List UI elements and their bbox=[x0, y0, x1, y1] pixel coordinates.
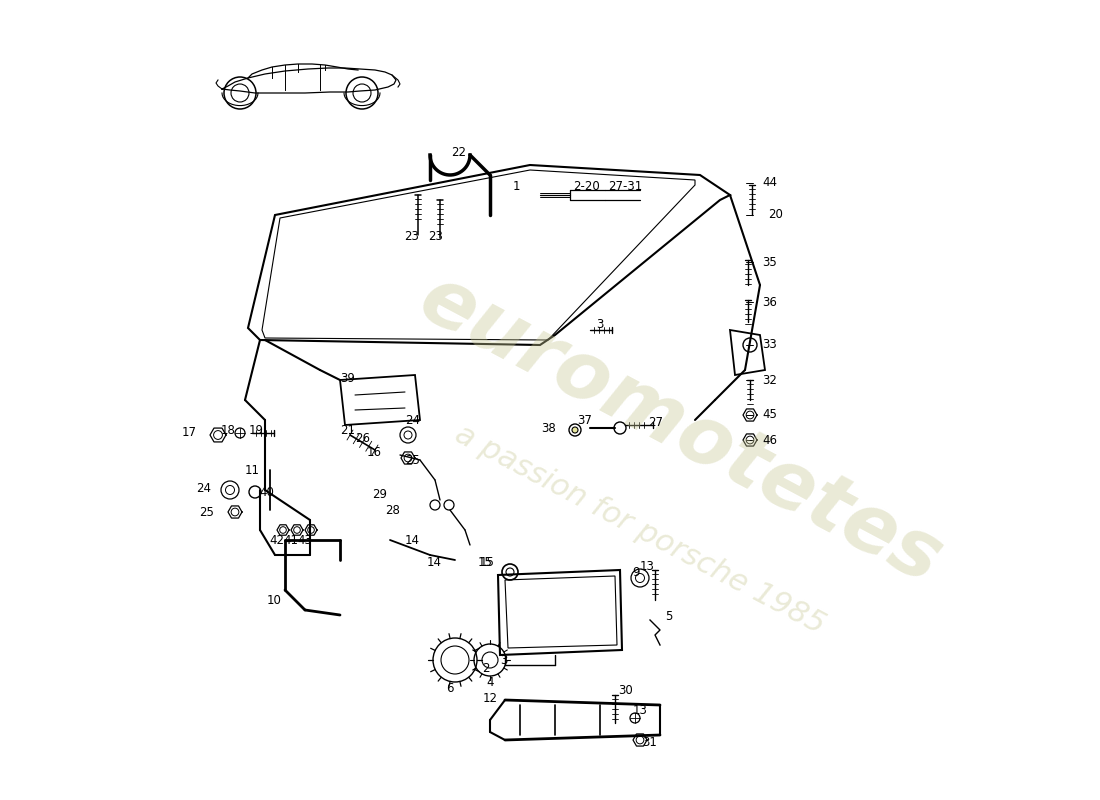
Text: 1: 1 bbox=[513, 179, 520, 193]
Text: 37: 37 bbox=[578, 414, 592, 426]
Text: 19: 19 bbox=[249, 423, 264, 437]
Text: 26: 26 bbox=[355, 431, 370, 445]
Text: 16: 16 bbox=[367, 446, 382, 459]
Text: 14: 14 bbox=[405, 534, 420, 546]
Text: 27-31: 27-31 bbox=[608, 179, 642, 193]
Text: 32: 32 bbox=[762, 374, 777, 386]
Text: 45: 45 bbox=[762, 409, 777, 422]
Text: 33: 33 bbox=[762, 338, 777, 351]
Text: 43: 43 bbox=[298, 534, 312, 547]
Text: 23: 23 bbox=[429, 230, 443, 243]
Text: 5: 5 bbox=[666, 610, 672, 623]
Text: a passion for porsche 1985: a passion for porsche 1985 bbox=[450, 420, 829, 640]
Text: 24: 24 bbox=[196, 482, 211, 494]
Text: 40: 40 bbox=[258, 486, 274, 498]
Text: 12: 12 bbox=[483, 691, 497, 705]
Text: 24: 24 bbox=[405, 414, 420, 426]
Text: 21: 21 bbox=[340, 423, 355, 437]
Text: 39: 39 bbox=[340, 371, 355, 385]
Text: 35: 35 bbox=[762, 255, 777, 269]
Text: 10: 10 bbox=[267, 594, 282, 606]
Text: 29: 29 bbox=[373, 489, 387, 502]
Text: 22: 22 bbox=[451, 146, 466, 159]
Text: 18: 18 bbox=[221, 423, 235, 437]
Text: 3: 3 bbox=[500, 654, 508, 666]
Text: 41: 41 bbox=[284, 534, 298, 547]
Text: 20: 20 bbox=[768, 209, 783, 222]
Text: 13: 13 bbox=[640, 561, 654, 574]
Text: 2: 2 bbox=[483, 662, 490, 674]
Text: 9: 9 bbox=[632, 566, 639, 579]
Text: 14: 14 bbox=[427, 555, 442, 569]
Text: 15: 15 bbox=[480, 555, 495, 569]
Text: 30: 30 bbox=[618, 683, 632, 697]
Text: 31: 31 bbox=[642, 735, 657, 749]
Text: 38: 38 bbox=[541, 422, 556, 434]
Text: 6: 6 bbox=[447, 682, 453, 694]
Text: 27: 27 bbox=[648, 415, 663, 429]
Text: 46: 46 bbox=[762, 434, 777, 446]
Text: 42: 42 bbox=[270, 534, 285, 547]
Text: 28: 28 bbox=[386, 503, 400, 517]
Text: 36: 36 bbox=[762, 295, 777, 309]
Text: euromotetes: euromotetes bbox=[406, 259, 955, 601]
Text: 11: 11 bbox=[245, 463, 260, 477]
Text: 23: 23 bbox=[405, 230, 419, 243]
Text: 13: 13 bbox=[632, 703, 648, 717]
Circle shape bbox=[572, 427, 578, 433]
Text: 25: 25 bbox=[199, 506, 214, 518]
Text: 17: 17 bbox=[182, 426, 197, 438]
Text: 15: 15 bbox=[478, 555, 493, 569]
Text: 3: 3 bbox=[596, 318, 604, 331]
Text: 44: 44 bbox=[762, 177, 777, 190]
Text: 25: 25 bbox=[405, 454, 420, 466]
Text: 4: 4 bbox=[486, 675, 494, 689]
Text: 2-20: 2-20 bbox=[573, 179, 600, 193]
